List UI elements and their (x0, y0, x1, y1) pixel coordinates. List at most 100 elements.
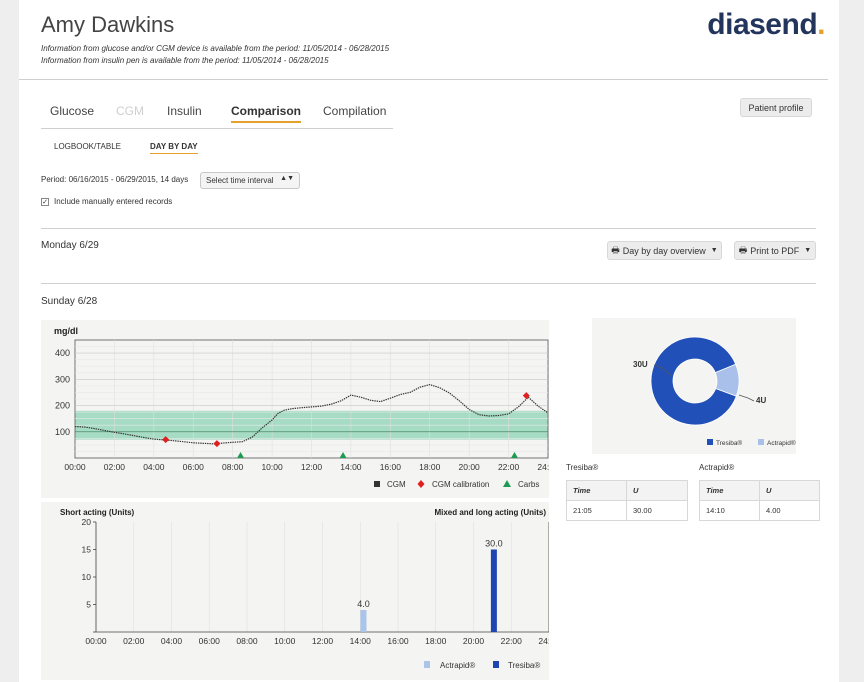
x-tick-label: 04:00 (143, 462, 165, 472)
cgm-series (74, 383, 549, 445)
insulin-x-axis: 00:00 02:00 04:00 06:00 08:00 10:00 12:00 14:00… (85, 636, 549, 646)
table-header-row: Time U (699, 480, 820, 501)
time-interval-value: Select time interval (206, 176, 274, 185)
table-row: 21:05 30.00 (566, 500, 688, 521)
printer-icon: 🖶 (611, 244, 620, 255)
x-tick-label: 14:00 (350, 636, 372, 646)
glucose-legend: CGM CGM calibration Carbs (374, 480, 539, 489)
day-title-monday: Monday 6/29 (41, 240, 99, 251)
tab-cgm: CGM (116, 104, 144, 118)
actrapid-table: Time U 14:10 4.00 (699, 480, 820, 521)
glucose-x-axis: 00:00 02:00 04:00 06:00 08:00 10:00 12:00 14:00… (64, 462, 549, 472)
insulin-chart-panel (41, 502, 549, 680)
tresiba-table: Time U 21:05 30.00 (566, 480, 688, 521)
table-row: 14:10 4.00 (699, 500, 820, 521)
legend-calibration-label: CGM calibration (432, 480, 489, 489)
glucose-y-axis: 100 200 300 400 (55, 348, 70, 437)
x-tick-label: 18:00 (419, 462, 441, 472)
x-tick-label: 20:00 (463, 636, 485, 646)
table-cell-time: 21:05 (566, 500, 627, 521)
legend-cgm-label: CGM (387, 480, 406, 489)
x-tick-label: 08:00 (222, 462, 244, 472)
subtab-day-by-day[interactable]: DAY BY DAY (150, 142, 198, 154)
logo-text: diasend (707, 8, 818, 41)
table-header-units: U (626, 480, 688, 501)
tab-insulin[interactable]: Insulin (167, 104, 202, 118)
calibration-series (162, 392, 530, 448)
x-tick-label: 12:00 (301, 462, 323, 472)
legend-calibration-swatch (417, 480, 425, 488)
short-acting-axis-label: Short acting (Units) (60, 508, 135, 517)
insulin-chart: Short acting (Units) Mixed and long acti… (60, 508, 549, 670)
x-tick-label: 10:00 (261, 462, 283, 472)
x-tick-label: 22:00 (501, 636, 523, 646)
calibration-point (522, 392, 530, 400)
tab-glucose[interactable]: Glucose (50, 104, 95, 118)
printer-icon: 🖶 (738, 244, 748, 255)
y-tick-label: 400 (55, 348, 70, 358)
table-header-units: U (759, 480, 820, 501)
x-tick-label: 14:00 (340, 462, 362, 472)
legend-tresiba-swatch (493, 661, 499, 668)
glucose-unit-label: mg/dl (54, 326, 78, 336)
left-tick-label: 5 (86, 600, 91, 610)
table-header-time: Time (566, 480, 627, 501)
patient-profile-button[interactable]: Patient profile (740, 98, 812, 117)
legend-actrapid-swatch (424, 661, 430, 668)
bar-value-label: 30.0 (485, 539, 503, 549)
table-cell-time: 14:10 (699, 500, 760, 521)
donut-slices (650, 336, 740, 426)
subtab-logbook-table[interactable]: LOGBOOK/TABLE (54, 142, 121, 151)
donut-legend-tresiba-label: Tresiba® (716, 439, 742, 447)
donut-label-tresiba: 30U (633, 360, 648, 369)
insulin-bar-tresiba (490, 549, 497, 632)
insulin-info-line: Information from insulin pen is availabl… (41, 56, 329, 65)
tab-comparison[interactable]: Comparison (231, 104, 302, 123)
actrapid-table-title: Actrapid® (699, 463, 735, 472)
x-tick-label: 16:00 (380, 462, 402, 472)
donut-slice-tresiba (650, 336, 737, 426)
x-tick-label: 12:00 (312, 636, 334, 646)
logo-dot: . (817, 8, 825, 41)
x-tick-label: 06:00 (199, 636, 221, 646)
day-overview-button[interactable]: 🖶 Day by day overview ▼ (607, 241, 722, 260)
donut-label-line-actrapid (738, 394, 755, 402)
carb-marker (510, 452, 518, 458)
x-tick-label: 00:00 (85, 636, 107, 646)
x-tick-label: 16:00 (387, 636, 409, 646)
insulin-legend: Actrapid® Tresiba® (424, 661, 540, 670)
main-tabs: Glucose CGM Insulin Comparison Compilati… (41, 101, 393, 129)
page: Amy Dawkins Information from glucose and… (19, 0, 839, 682)
insulin-grid (95, 522, 549, 633)
glucose-grid (74, 339, 549, 459)
x-tick-label: 10:00 (274, 636, 296, 646)
glucose-chart-panel (41, 320, 549, 498)
x-tick-label: 06:00 (183, 462, 205, 472)
legend-carbs-label: Carbs (518, 480, 539, 489)
x-tick-label: 02:00 (104, 462, 126, 472)
x-tick-label: 20:00 (459, 462, 481, 472)
x-tick-label: 24:00 (537, 462, 549, 472)
time-interval-select[interactable]: Select time interval ▲▼ (200, 172, 300, 189)
section-divider-monday (41, 283, 816, 284)
x-tick-label: 00:00 (64, 462, 86, 472)
insulin-left-axis: 5 10 15 20 (82, 517, 96, 633)
calibration-point (213, 440, 221, 448)
legend-cgm-swatch (374, 481, 380, 487)
tab-compilation[interactable]: Compilation (323, 104, 387, 118)
section-divider-top (41, 228, 816, 229)
glucose-info-line: Information from glucose and/or CGM devi… (41, 44, 390, 53)
diasend-logo: diasend. (707, 8, 825, 42)
include-manual-checkbox[interactable]: ✓ (41, 197, 49, 206)
carb-marker (237, 452, 245, 458)
donut-legend-actrapid-label: Actrapid® (767, 439, 796, 447)
y-tick-label: 300 (55, 374, 70, 384)
day-overview-label: Day by day overview (622, 245, 706, 256)
print-pdf-button[interactable]: 🖶 Print to PDF ▼ (734, 241, 816, 260)
bar-value-label: 4.0 (357, 599, 370, 609)
left-tick-label: 20 (82, 517, 92, 527)
carb-marker (339, 452, 347, 458)
legend-carbs-swatch (503, 480, 511, 487)
header-divider (19, 79, 828, 80)
